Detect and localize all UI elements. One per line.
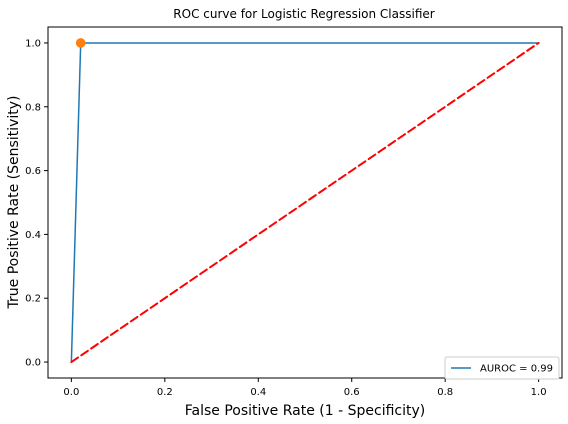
chart-title: ROC curve for Logistic Regression Classi…: [173, 7, 434, 21]
y-tick-label: 0.2: [25, 294, 41, 305]
x-tick-label: 0.6: [344, 387, 360, 398]
x-tick-label: 0.8: [437, 387, 453, 398]
x-tick-label: 0.2: [157, 387, 173, 398]
y-tick-label: 0.6: [25, 166, 41, 177]
y-axis-label: True Positive Rate (Sensitivity): [6, 96, 22, 310]
optimal-threshold-point: [75, 38, 86, 48]
x-tick-label: 1.0: [531, 387, 547, 398]
tick-layer: 0.0 0.2 0.4 0.6 0.8 1.0 0.0 0.2 0.4 0.6 0.8 1.0: [25, 38, 546, 398]
x-axis-label: False Positive Rate (1 - Specificity): [185, 403, 426, 419]
y-tick-label: 0.8: [25, 102, 41, 113]
y-tick-label: 0.0: [25, 358, 41, 369]
baseline-dashed-line: [70, 41, 540, 364]
x-tick-label: 0.4: [250, 387, 266, 398]
plot-frame: [47, 26, 563, 379]
x-tick-label: 0.0: [63, 387, 79, 398]
y-tick-label: 1.0: [25, 38, 41, 49]
legend-label: AUROC = 0.99: [480, 364, 553, 375]
y-tick-label: 0.4: [25, 230, 41, 241]
series-layer: [70, 38, 540, 364]
legend-box: [444, 356, 560, 380]
legend: AUROC = 0.99: [444, 356, 560, 380]
